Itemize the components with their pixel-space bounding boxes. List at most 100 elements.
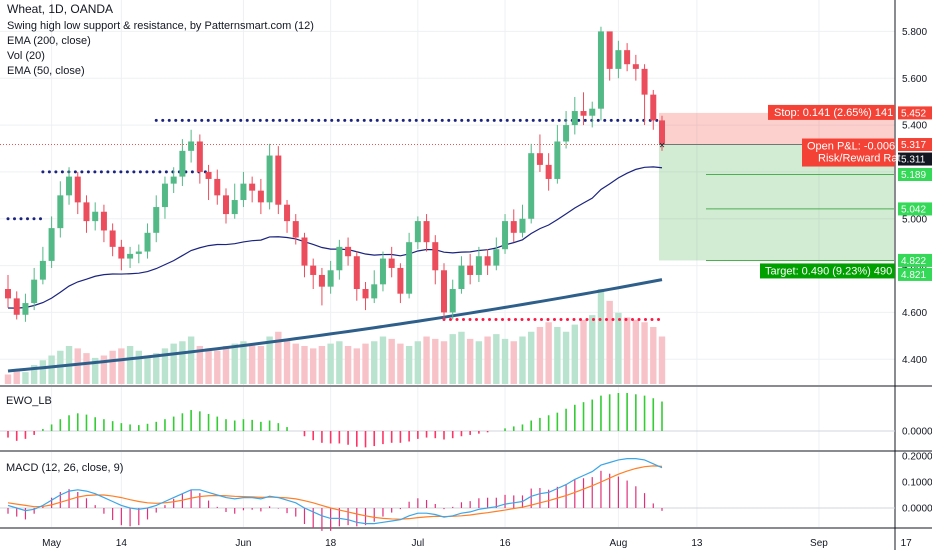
- candle-body: [423, 221, 430, 243]
- volume-bar: [440, 341, 448, 384]
- candle-body: [266, 155, 273, 203]
- volume-bar: [554, 327, 561, 384]
- stop-label: Stop: 0.141 (2.65%) 141: [774, 107, 893, 119]
- swing-level-dot: [631, 317, 634, 321]
- candle-body: [545, 164, 552, 179]
- candle-body: [57, 195, 64, 229]
- candle-body: [223, 195, 229, 215]
- swing-level-dot: [80, 170, 84, 174]
- swing-level-dot: [540, 317, 543, 321]
- swing-level-dot: [611, 317, 615, 321]
- indicator-swing: Swing high low support & resistance, by …: [7, 20, 314, 32]
- candle-body: [615, 50, 622, 69]
- time-tick-label: 14: [116, 538, 128, 549]
- swing-level-dot: [213, 118, 217, 122]
- volume-bar: [153, 353, 160, 384]
- swing-level-dot: [408, 118, 412, 122]
- swing-level-dot: [99, 170, 103, 174]
- swing-level-dot: [650, 317, 654, 321]
- volume-bar: [623, 317, 631, 384]
- target-label-bg: [760, 263, 895, 279]
- swing-level-dot: [164, 170, 168, 174]
- swing-level-dot: [449, 317, 452, 321]
- candle-body: [659, 120, 665, 144]
- candle-body: [632, 64, 639, 69]
- candle-body: [353, 256, 360, 290]
- time-tick-label: 17: [901, 538, 913, 549]
- swing-level-dot: [138, 170, 142, 174]
- swing-level-dot: [531, 118, 535, 122]
- swing-level-dot: [605, 317, 608, 321]
- candle-body: [13, 298, 20, 315]
- volume-bar: [83, 353, 90, 384]
- swing-level-dot: [93, 170, 97, 174]
- last-price-tag: 5.311: [901, 155, 926, 166]
- candle-body: [571, 111, 578, 126]
- time-tick-label: 13: [691, 538, 703, 549]
- candle-body: [292, 221, 299, 238]
- ewo-pane-title: EWO_LB: [6, 395, 52, 407]
- volume-bar: [545, 322, 552, 384]
- swing-level-dot: [187, 118, 191, 122]
- swing-level-dot: [395, 118, 399, 122]
- swing-level-dot: [330, 118, 334, 122]
- swing-level-dot: [583, 118, 587, 122]
- candle-body: [100, 211, 107, 231]
- swing-level-dot: [297, 118, 301, 122]
- candle-body: [249, 183, 256, 191]
- volume-bar: [327, 343, 334, 384]
- swing-level-dot: [533, 317, 537, 321]
- volume-bar: [187, 336, 195, 384]
- swing-level-dot: [486, 118, 490, 122]
- swing-level-dot: [544, 118, 548, 122]
- swing-level-dot: [206, 118, 210, 122]
- swing-level-dot: [271, 118, 275, 122]
- swing-level-dot: [375, 118, 379, 122]
- candle-body: [284, 204, 291, 222]
- swing-level-dot: [618, 317, 621, 321]
- volume-bar: [344, 346, 352, 384]
- time-tick-label: Jun: [235, 538, 251, 549]
- swing-level-dot: [455, 317, 459, 321]
- stop-price-tag: 5.452: [901, 108, 926, 119]
- swing-level-dot: [637, 317, 641, 321]
- volume-bar: [475, 341, 483, 384]
- candle-body: [589, 108, 596, 116]
- candle-body: [161, 183, 168, 208]
- level2-price-tag-bg: [898, 202, 932, 216]
- macd-signal-line: [7, 465, 663, 520]
- macd-pane-title: MACD (12, 26, close, 9): [6, 462, 124, 474]
- stop-price-tag-bg: [898, 106, 932, 120]
- volume-bar: [74, 348, 81, 384]
- swing-level-dot: [239, 118, 243, 122]
- swing-level-dot: [434, 118, 438, 122]
- swing-level-dot: [475, 317, 478, 321]
- swing-level-dot: [622, 118, 626, 122]
- volume-bar: [414, 341, 422, 384]
- swing-level-dot: [41, 170, 45, 174]
- swing-level-dot: [527, 317, 530, 321]
- volume-bar: [39, 360, 47, 384]
- candle-body: [563, 125, 570, 142]
- volume-bar: [449, 334, 456, 384]
- volume-bar: [484, 336, 491, 384]
- swing-level-dot: [603, 118, 607, 122]
- level2-price-tag: 5.042: [901, 204, 926, 215]
- swing-level-dot: [421, 118, 425, 122]
- stop-label-bg: [768, 104, 895, 120]
- candle-body: [528, 153, 535, 219]
- volume-bar: [501, 338, 509, 384]
- volume-bar: [118, 348, 125, 384]
- swing-level-dot: [226, 118, 230, 122]
- candle-body: [484, 256, 491, 266]
- time-tick-label: 18: [325, 538, 337, 549]
- swing-level-dot: [572, 317, 576, 321]
- volume-bar: [4, 374, 12, 384]
- swing-level-dot: [161, 118, 165, 122]
- volume-bar: [597, 289, 605, 384]
- volume-bar: [641, 322, 648, 384]
- indicator-ema50: EMA (50, close): [7, 65, 85, 77]
- target-price-tag-bg: [898, 253, 932, 267]
- swing-level-dot: [512, 118, 516, 122]
- swing-level-dot: [336, 118, 340, 122]
